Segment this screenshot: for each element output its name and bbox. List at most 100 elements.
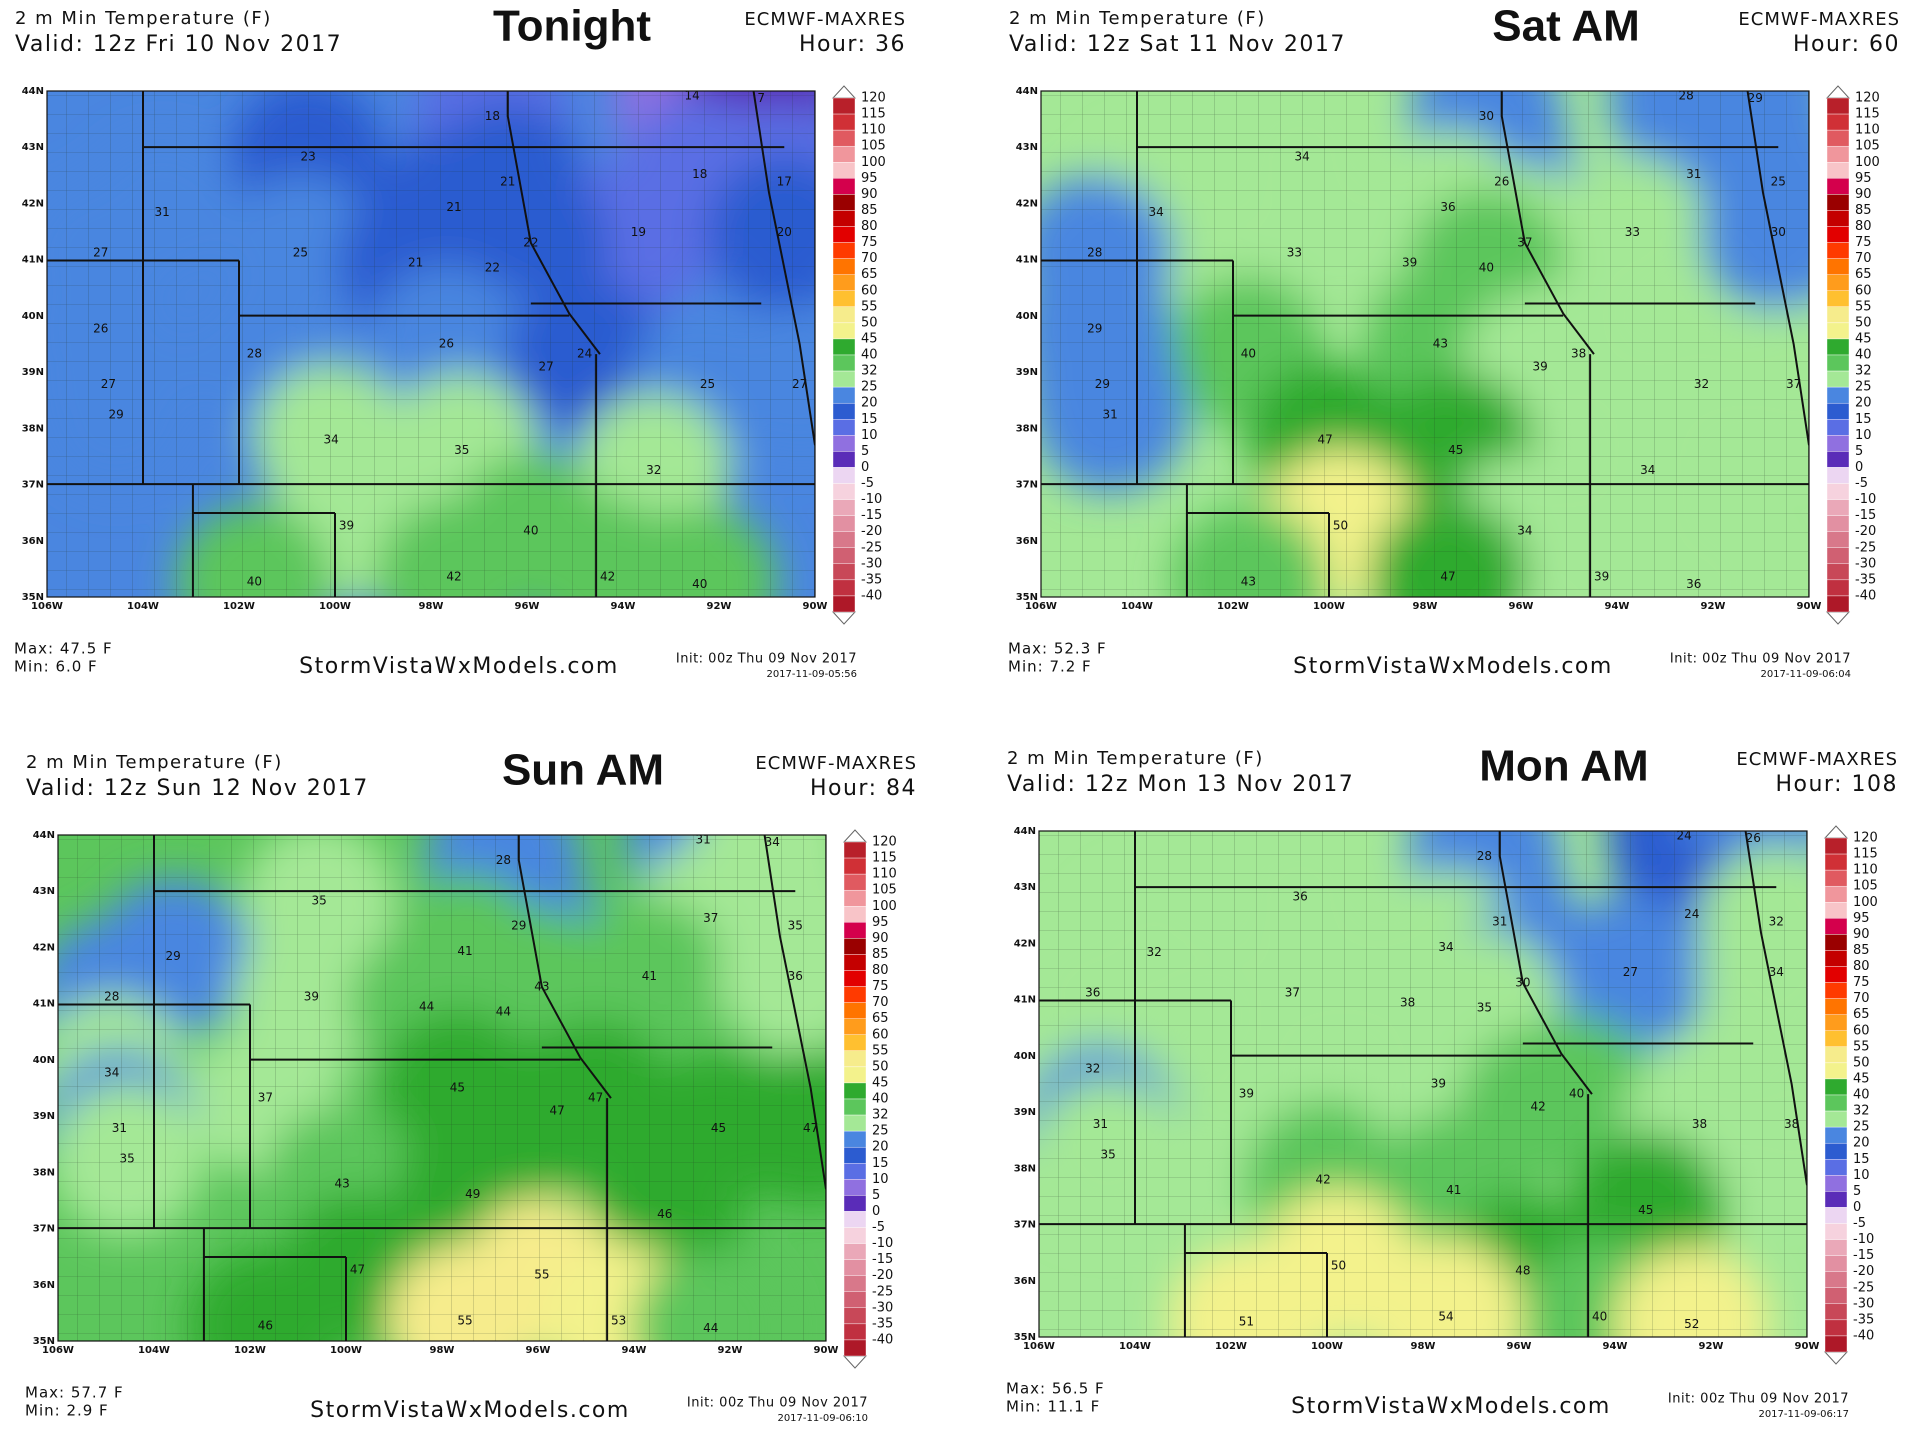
station-value: 45	[1638, 1203, 1653, 1217]
station-value: 36	[1085, 985, 1100, 999]
colorbar-box	[843, 922, 867, 939]
station-value: 40	[1569, 1087, 1584, 1101]
station-value: 40	[692, 577, 707, 591]
period-heading: Mon AM	[1479, 742, 1648, 791]
colorbar-box	[1826, 531, 1850, 548]
colorbar-label: 70	[1855, 251, 1872, 266]
station-value: 43	[1433, 337, 1448, 351]
colorbar-box	[1826, 97, 1850, 115]
colorbar-label: -30	[872, 1300, 893, 1315]
colorbar-label: 75	[861, 235, 878, 250]
colorbar-label: 85	[861, 203, 878, 218]
colorbar-box	[832, 194, 856, 211]
station-value: 34	[1517, 524, 1532, 538]
colorbar-label: 115	[1855, 107, 1880, 122]
station-value: 35	[454, 443, 469, 457]
colorbar-label: 65	[872, 1011, 889, 1026]
init-time: Init: 00z Thu 09 Nov 2017	[687, 1396, 868, 1411]
station-value: 31	[1686, 167, 1701, 181]
colorbar-label: -20	[861, 524, 882, 539]
colorbar-box	[1826, 354, 1850, 372]
colorbar-label: -20	[1853, 1264, 1874, 1279]
colorbar-box	[1824, 1110, 1848, 1128]
model-name: ECMWF-MAXRES	[744, 9, 906, 30]
colorbar-label: 80	[1855, 219, 1872, 234]
colorbar-label: 60	[1855, 283, 1872, 298]
map-title: 2 m Min Temperature (F)	[1007, 748, 1264, 769]
station-value: 29	[1087, 321, 1102, 335]
lat-label: 38N	[1014, 1163, 1036, 1174]
lon-label: 106W	[1025, 601, 1057, 612]
colorbar-box	[1824, 1126, 1848, 1144]
station-value: 34	[1149, 205, 1164, 219]
colorbar-label: 110	[1855, 123, 1880, 138]
lon-label: 90W	[1797, 601, 1822, 612]
colorbar-label: 90	[872, 931, 889, 946]
station-value: 37	[1285, 985, 1300, 999]
station-value: 32	[646, 463, 661, 477]
lat-label: 39N	[1014, 1107, 1036, 1118]
station-value: 51	[1239, 1314, 1254, 1328]
colorbar-box	[1824, 1223, 1848, 1240]
station-value: 40	[1592, 1309, 1607, 1323]
map-area	[58, 835, 826, 1341]
colorbar-label: 65	[861, 267, 878, 282]
lon-label: 106W	[31, 601, 63, 612]
station-value: 35	[1477, 1001, 1492, 1015]
station-value: 29	[1748, 91, 1763, 105]
station-value: 34	[1438, 940, 1453, 954]
colorbar-box	[832, 354, 856, 372]
colorbar-label: 25	[872, 1124, 889, 1139]
station-value: 21	[500, 175, 515, 189]
panel: 2 m Min Temperature (F) Valid: 12z Mon 13…	[1006, 742, 1897, 1420]
colorbar-label: 60	[1853, 1023, 1870, 1038]
colorbar-label: 0	[861, 460, 869, 475]
colorbar-label: 95	[1855, 171, 1872, 186]
station-value: 28	[104, 989, 119, 1003]
colorbar-box	[1824, 1142, 1848, 1160]
station-value: 29	[166, 949, 181, 963]
colorbar-label: -25	[872, 1284, 893, 1299]
colorbar-label: 55	[861, 299, 878, 314]
lat-label: 40N	[1016, 311, 1038, 322]
colorbar-box	[1824, 1239, 1848, 1256]
station-value: 28	[247, 347, 262, 361]
station-value: 37	[1786, 377, 1801, 391]
lat-label: 40N	[22, 311, 44, 322]
colorbar-box	[1826, 242, 1850, 259]
colorbar-label: 95	[861, 171, 878, 186]
colorbar-box	[832, 178, 856, 195]
lon-label: 92W	[707, 601, 732, 612]
colorbar-box	[1824, 837, 1848, 855]
colorbar-label: -30	[1853, 1296, 1874, 1311]
station-value: 38	[1400, 996, 1415, 1010]
station-value: 21	[446, 200, 461, 214]
colorbar-box	[1826, 451, 1850, 468]
state-border	[1498, 831, 1593, 1095]
station-value: 48	[1515, 1264, 1530, 1278]
colorbar-label: 120	[1855, 91, 1880, 106]
station-value: 43	[335, 1177, 350, 1191]
colorbar-label: 90	[1855, 187, 1872, 202]
site-name: StormVistaWxModels.com	[1291, 1394, 1611, 1419]
station-value: 38	[1692, 1117, 1707, 1131]
station-value: 34	[324, 433, 339, 447]
colorbar-box	[832, 258, 856, 275]
colorbar-label: 105	[1853, 879, 1878, 894]
colorbar-box	[843, 857, 867, 875]
colorbar-box	[1824, 853, 1848, 871]
colorbar-box	[832, 306, 856, 324]
colorbar-box	[1824, 1255, 1848, 1272]
station-value: 52	[1684, 1317, 1699, 1331]
lat-label: 43N	[1016, 142, 1038, 153]
lat-label: 37N	[33, 1224, 55, 1235]
forecast-hour: Hour: 84	[810, 776, 917, 801]
station-value: 27	[792, 377, 807, 391]
station-value: 24	[577, 347, 592, 361]
colorbar-box	[843, 1163, 867, 1180]
lon-label: 102W	[1215, 1341, 1247, 1352]
colorbar-label: 40	[1855, 348, 1872, 363]
valid-time: Valid: 12z Mon 13 Nov 2017	[1007, 772, 1354, 797]
lat-label: 35N	[1016, 592, 1038, 603]
